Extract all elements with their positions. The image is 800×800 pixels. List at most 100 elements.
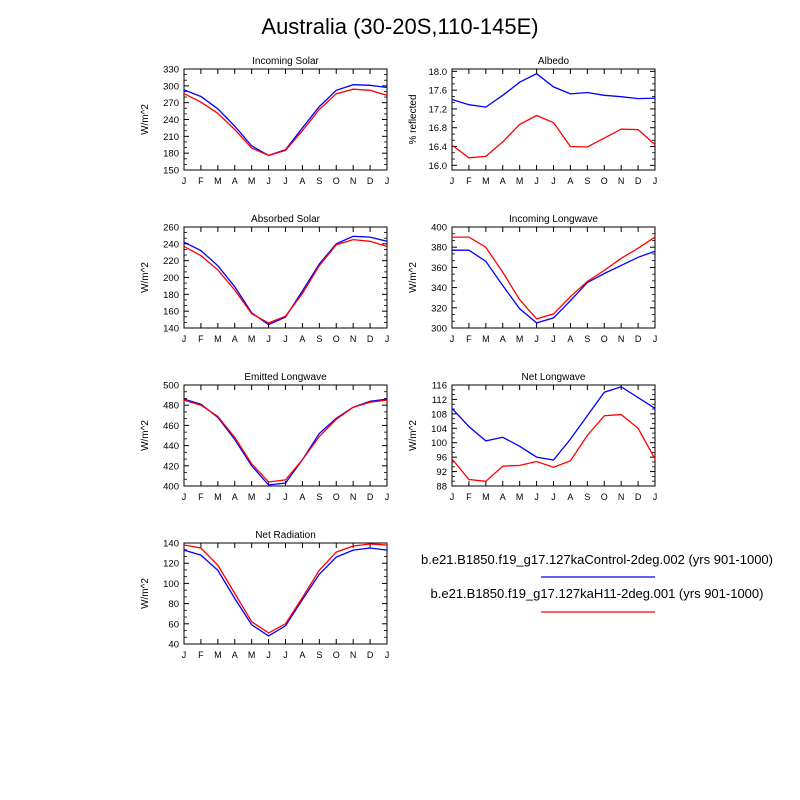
incoming-solar-xtick-label: F — [198, 176, 204, 186]
incoming-solar-xtick-label: A — [299, 176, 305, 186]
albedo-ytick-label: 18.0 — [429, 67, 448, 78]
incoming-solar-ylabel: W/m^2 — [140, 104, 151, 135]
albedo-xtick-label: J — [534, 176, 539, 186]
albedo-ytick-label: 16.8 — [429, 123, 448, 134]
net-radiation-plot-frame — [183, 542, 388, 645]
net-radiation-xtick-label: J — [283, 650, 288, 660]
net-radiation-xtick-label: M — [248, 650, 256, 660]
incoming-longwave-xtick-label: J — [450, 334, 455, 344]
incoming-longwave-ytick-label: 320 — [431, 303, 447, 314]
incoming-longwave-ytick-label: 380 — [431, 243, 447, 254]
net-radiation-xtick-label: D — [367, 650, 374, 660]
incoming-longwave-ytick-label: 400 — [431, 223, 447, 234]
net-radiation-series-control-line — [183, 547, 388, 637]
net-longwave-xtick-label: J — [534, 492, 539, 502]
incoming-longwave-xtick-label: O — [601, 334, 608, 344]
absorbed-solar-ytick-label: 220 — [163, 256, 179, 267]
net-radiation-xtick-label: J — [182, 650, 187, 660]
net-radiation-series-h11-line — [183, 543, 388, 634]
albedo-ylabel: % reflected — [408, 94, 419, 144]
incoming-solar-xtick-label: M — [214, 176, 222, 186]
incoming-solar-xtick-label: J — [266, 176, 271, 186]
absorbed-solar-xtick-label: J — [385, 334, 390, 344]
emitted-longwave-xtick-label: S — [316, 492, 322, 502]
net-longwave-series-control-line — [451, 386, 656, 461]
albedo-xtick-label: N — [618, 176, 625, 186]
incoming-longwave-xtick-label: M — [482, 334, 490, 344]
net-longwave-series-h11-line — [451, 413, 656, 482]
absorbed-solar-xtick-label: S — [316, 334, 322, 344]
incoming-longwave-xtick-label: S — [584, 334, 590, 344]
albedo-xtick-label: A — [567, 176, 573, 186]
albedo-series-control-line — [451, 72, 656, 108]
figure-title: Australia (30-20S,110-145E) — [261, 14, 539, 39]
emitted-longwave-xtick-label: D — [367, 492, 374, 502]
net-radiation-xtick-label: O — [333, 650, 340, 660]
albedo-xtick-label: D — [635, 176, 642, 186]
emitted-longwave-xtick-label: N — [350, 492, 357, 502]
emitted-longwave-xtick-label: M — [248, 492, 256, 502]
net-radiation-ytick-label: 100 — [163, 579, 179, 590]
emitted-longwave-ylabel: W/m^2 — [140, 420, 151, 451]
absorbed-solar-series-h11-line — [183, 238, 388, 324]
albedo-title: Albedo — [538, 56, 570, 67]
incoming-longwave-xtick-label: N — [618, 334, 625, 344]
incoming-longwave-ylabel: W/m^2 — [408, 262, 419, 293]
emitted-longwave-xtick-label: J — [283, 492, 288, 502]
net-longwave-xtick-label: A — [567, 492, 573, 502]
absorbed-solar-xtick-label: A — [232, 334, 238, 344]
albedo-xtick-label: O — [601, 176, 608, 186]
net-radiation-xtick-label: J — [385, 650, 390, 660]
incoming-solar-ytick-label: 240 — [163, 115, 179, 126]
albedo-xtick-label: M — [516, 176, 524, 186]
emitted-longwave-xtick-label: J — [266, 492, 271, 502]
incoming-solar-xtick-label: A — [232, 176, 238, 186]
emitted-longwave-xtick-label: F — [198, 492, 204, 502]
incoming-longwave-series-h11-line — [452, 236, 656, 320]
absorbed-solar-ytick-label: 200 — [163, 273, 179, 284]
absorbed-solar-plot-frame — [183, 226, 388, 329]
albedo-ytick-label: 17.6 — [429, 86, 448, 97]
absorbed-solar-ytick-label: 260 — [163, 223, 179, 234]
net-radiation-ytick-label: 120 — [163, 559, 179, 570]
net-longwave-ytick-label: 112 — [432, 395, 447, 406]
incoming-solar-xtick-label: J — [182, 176, 187, 186]
net-radiation-xtick-label: N — [350, 650, 357, 660]
absorbed-solar-xtick-label: J — [182, 334, 187, 344]
net-radiation-xtick-label: A — [299, 650, 305, 660]
net-radiation-xtick-label: S — [316, 650, 322, 660]
net-longwave-xtick-label: D — [635, 492, 642, 502]
incoming-longwave-ytick-label: 340 — [431, 283, 447, 294]
net-longwave-xtick-label: F — [466, 492, 472, 502]
albedo-xtick-label: S — [584, 176, 590, 186]
emitted-longwave-ytick-label: 420 — [163, 461, 179, 472]
absorbed-solar-xtick-label: J — [266, 334, 271, 344]
incoming-solar-ytick-label: 180 — [163, 149, 179, 160]
emitted-longwave-xtick-label: J — [182, 492, 187, 502]
net-longwave-xtick-label: M — [482, 492, 490, 502]
absorbed-solar-series-control-line — [183, 235, 388, 326]
incoming-solar-xtick-label: O — [333, 176, 340, 186]
net-radiation-xtick-label: A — [232, 650, 238, 660]
net-longwave-xtick-label: S — [584, 492, 590, 502]
incoming-solar-title: Incoming Solar — [252, 56, 319, 67]
legend-label-control: b.e21.B1850.f19_g17.127kaControl-2deg.00… — [421, 552, 773, 567]
incoming-solar-xtick-label: M — [248, 176, 256, 186]
net-radiation-xtick-label: F — [198, 650, 204, 660]
emitted-longwave-plot-frame — [183, 384, 388, 487]
emitted-longwave-series-control-line — [183, 398, 388, 486]
net-longwave-ylabel: W/m^2 — [408, 420, 419, 451]
absorbed-solar-xtick-label: O — [333, 334, 340, 344]
incoming-solar-plot-frame — [183, 68, 388, 171]
incoming-longwave-ytick-label: 360 — [431, 263, 447, 274]
emitted-longwave-ytick-label: 460 — [163, 421, 179, 432]
net-radiation-ytick-label: 60 — [168, 619, 179, 630]
incoming-solar-xtick-label: D — [367, 176, 374, 186]
absorbed-solar-xtick-label: N — [350, 334, 357, 344]
albedo-ytick-label: 16.4 — [429, 142, 448, 153]
